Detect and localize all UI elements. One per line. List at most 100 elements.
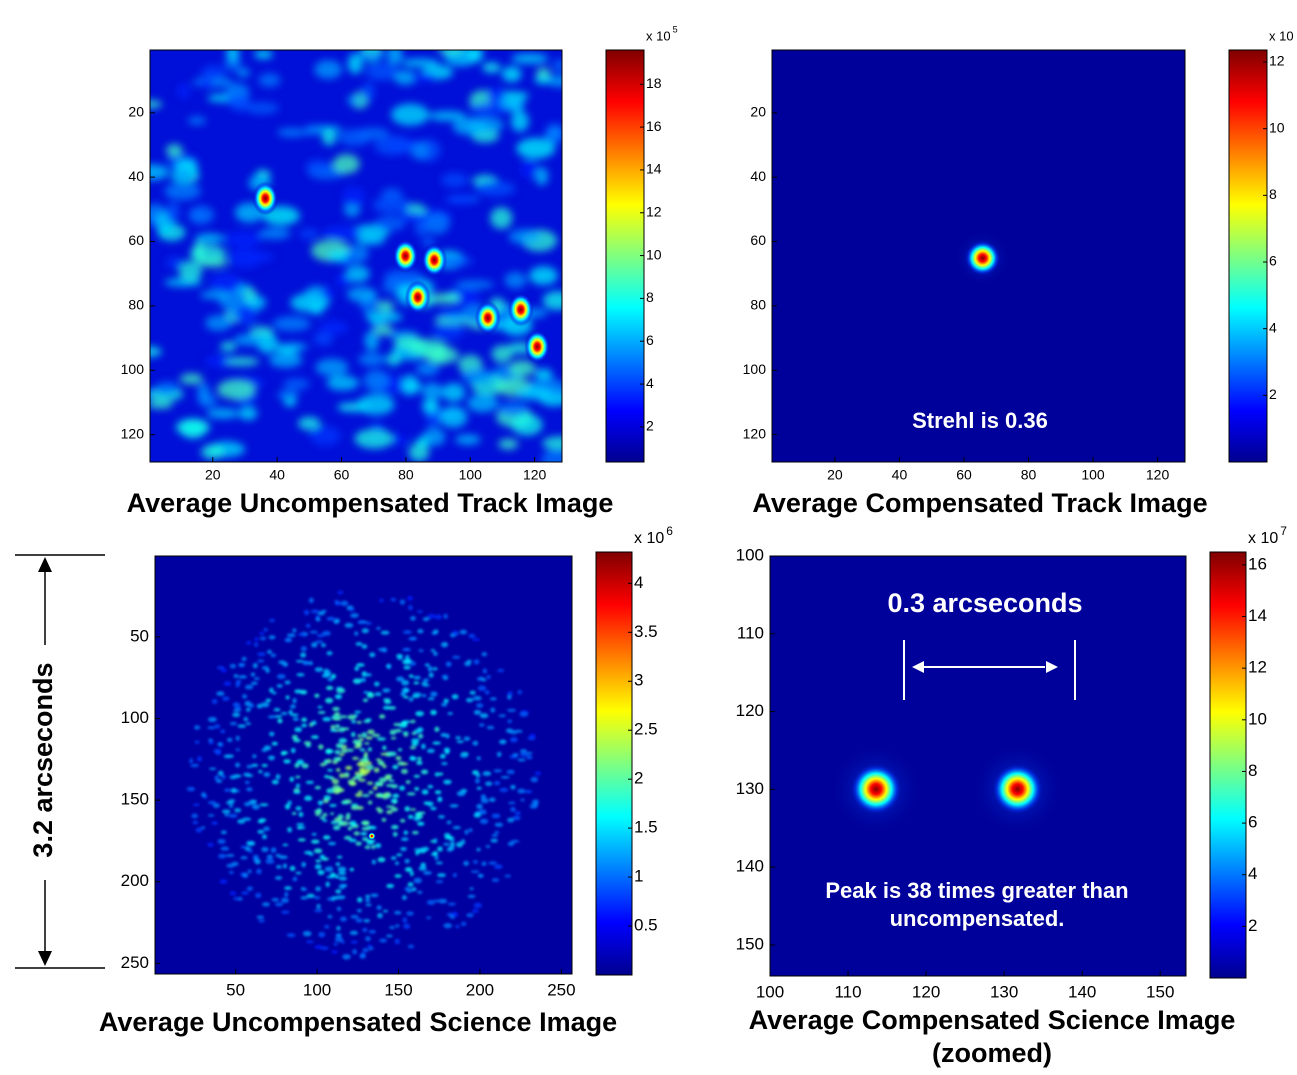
- speckle: [296, 822, 305, 826]
- speckle: [243, 772, 251, 777]
- speckle: [505, 728, 513, 734]
- speckle: [441, 762, 448, 766]
- speckle: [334, 817, 342, 822]
- speckle: [386, 883, 395, 889]
- speckle: [508, 360, 536, 377]
- speckle: [479, 723, 485, 727]
- speckle: [254, 636, 259, 642]
- speckle: [434, 790, 442, 795]
- speckle: [444, 748, 450, 755]
- speckle: [305, 743, 312, 748]
- speckle: [385, 805, 395, 809]
- speckle: [365, 736, 373, 740]
- speckle: [385, 784, 394, 787]
- speckle: [298, 228, 319, 239]
- speckle: [430, 839, 436, 843]
- speckle: [361, 82, 375, 101]
- speckle: [370, 893, 379, 898]
- speckle: [425, 293, 461, 304]
- speckle: [409, 746, 417, 750]
- speckle: [410, 141, 430, 160]
- speckle: [386, 809, 393, 815]
- speckle: [441, 702, 448, 707]
- speckle: [357, 790, 363, 794]
- speckle: [295, 783, 301, 788]
- speckle: [309, 302, 324, 315]
- speckle: [371, 844, 376, 850]
- speckle: [232, 702, 241, 708]
- speckle: [385, 664, 391, 669]
- speckle: [466, 912, 474, 918]
- colorbar-tick-label: 2: [634, 769, 643, 788]
- speckle: [520, 798, 525, 802]
- speckle: [274, 715, 283, 718]
- speckle: [365, 62, 400, 81]
- speckle: [465, 697, 474, 703]
- speckle: [222, 696, 230, 701]
- speckle: [390, 807, 399, 812]
- speckle: [469, 690, 476, 695]
- speckle: [318, 744, 324, 750]
- speckle: [280, 750, 289, 755]
- x-tick-label: 250: [547, 980, 575, 999]
- speckle: [512, 815, 521, 821]
- speckle: [321, 286, 334, 300]
- speckle: [281, 910, 290, 914]
- speckle: [527, 736, 536, 741]
- speckle: [304, 125, 317, 137]
- speckle: [401, 679, 410, 686]
- speckle: [407, 595, 413, 601]
- speckle: [287, 827, 293, 833]
- speckle: [293, 791, 301, 794]
- speckle: [229, 663, 237, 669]
- speckle: [258, 227, 291, 240]
- speckle: [217, 770, 224, 776]
- speckle: [395, 924, 400, 928]
- speckle: [394, 910, 402, 915]
- speckle: [314, 667, 324, 672]
- x-tick-label: 100: [459, 467, 483, 483]
- speckle: [402, 648, 410, 651]
- x-tick-label: 20: [205, 467, 221, 483]
- speckle: [304, 795, 313, 801]
- y-tick-label: 80: [128, 297, 144, 313]
- x-tick-label: 60: [956, 467, 972, 483]
- speckle: [443, 613, 448, 619]
- speckle: [265, 698, 272, 703]
- speckle: [468, 633, 476, 639]
- speckle: [334, 749, 341, 755]
- speckle: [284, 803, 291, 810]
- speckle: [251, 804, 260, 810]
- speckle: [283, 398, 297, 407]
- speckle: [219, 879, 228, 884]
- speckle: [364, 742, 370, 745]
- speckle: [374, 216, 406, 232]
- speckle: [320, 609, 327, 613]
- speckle: [421, 681, 428, 685]
- speckle: [379, 714, 386, 719]
- speckle: [435, 861, 443, 865]
- speckle: [383, 909, 388, 913]
- speckle: [401, 762, 409, 766]
- speckle: [229, 248, 262, 269]
- speckle: [339, 726, 345, 733]
- speckle: [456, 790, 466, 797]
- speckle: [177, 83, 191, 100]
- speckle: [261, 763, 268, 767]
- speckle: [248, 849, 253, 853]
- speckle: [426, 801, 434, 807]
- speckle: [302, 888, 308, 892]
- y-tick-label: 200: [121, 871, 149, 890]
- speckle: [311, 832, 317, 836]
- speckle: [404, 806, 411, 812]
- speckle: [364, 845, 371, 850]
- speckle: [290, 704, 296, 709]
- annotation: Strehl is 0.36: [912, 408, 1048, 433]
- speckle: [357, 51, 386, 60]
- speckle: [464, 829, 469, 835]
- y-tick-label: 50: [130, 626, 149, 645]
- speckle: [198, 78, 214, 88]
- panel: 20 40 60 80 100 120 20 40 60 80 100 120 2 4 6 8 10 12 14 16…: [121, 24, 678, 518]
- speckle: [269, 618, 276, 622]
- speckle: [452, 655, 461, 659]
